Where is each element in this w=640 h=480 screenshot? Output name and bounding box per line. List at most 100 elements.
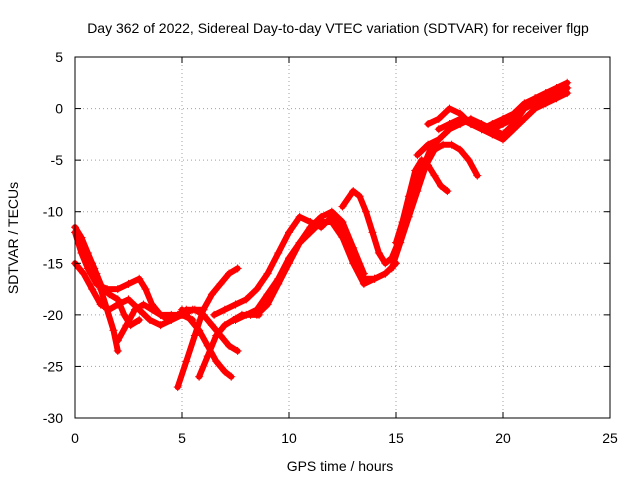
data-point: [368, 228, 377, 237]
y-tick-label: 5: [55, 49, 63, 65]
data-point: [145, 316, 154, 325]
data-point: [113, 336, 122, 345]
data-point: [295, 238, 304, 247]
data-point: [445, 120, 454, 129]
data-point: [274, 248, 283, 257]
data-point: [338, 202, 347, 211]
data-point: [105, 290, 114, 299]
series-arc-8: [178, 305, 236, 381]
data-point: [509, 114, 518, 123]
data-point: [124, 295, 133, 304]
x-tick-label: 25: [602, 430, 618, 446]
data-point: [103, 305, 112, 314]
data-point: [148, 305, 157, 314]
data-point: [225, 269, 234, 278]
series-arc-14: [392, 156, 452, 247]
data-point: [349, 259, 358, 268]
x-tick-label: 5: [178, 430, 186, 446]
y-tick-label: 0: [55, 101, 63, 117]
data-point: [113, 346, 122, 355]
data-point: [338, 233, 347, 242]
data-point: [98, 285, 107, 294]
y-tick-label: -5: [51, 152, 64, 168]
data-point: [541, 99, 550, 108]
data-point: [92, 269, 101, 278]
data-series: [71, 78, 572, 392]
data-point: [141, 285, 150, 294]
series-arc-6: [173, 264, 242, 392]
x-tick-label: 20: [495, 430, 511, 446]
data-point: [443, 187, 452, 196]
data-point: [207, 290, 216, 299]
data-point: [233, 264, 242, 273]
data-point: [306, 223, 315, 232]
data-point: [139, 300, 148, 309]
data-point: [404, 192, 413, 201]
chart-title: Day 362 of 2022, Sidereal Day-to-day VTE…: [87, 20, 589, 36]
data-point: [263, 300, 272, 309]
data-point: [464, 156, 473, 165]
data-point: [113, 285, 122, 294]
data-point: [135, 316, 144, 325]
data-point: [77, 233, 86, 242]
y-axis-label: SDTVAR / TECUs: [5, 182, 21, 294]
data-point: [233, 346, 242, 355]
data-point: [242, 295, 251, 304]
y-tick-label: -20: [43, 307, 63, 323]
y-tick-label: -15: [43, 255, 63, 271]
data-point: [130, 305, 139, 314]
data-point: [203, 341, 212, 350]
data-point: [362, 207, 371, 216]
data-point: [216, 279, 225, 288]
axis-ticks: 0 5 10 15 20 25 5 0 -5 -10 -15 -20 -25 -30: [43, 49, 618, 446]
data-point: [424, 120, 433, 129]
data-point: [113, 295, 122, 304]
data-point: [392, 238, 400, 247]
data-point: [295, 212, 304, 221]
data-point: [370, 274, 379, 283]
data-point: [477, 125, 486, 134]
data-point: [220, 367, 229, 376]
data-point: [413, 187, 422, 196]
data-point: [195, 326, 204, 335]
y-tick-label: -25: [43, 358, 63, 374]
data-point: [231, 316, 240, 325]
data-point: [509, 125, 518, 134]
data-point: [317, 212, 326, 221]
data-point: [381, 269, 390, 278]
data-point: [349, 187, 358, 196]
data-point: [338, 218, 347, 227]
data-point: [227, 372, 236, 381]
data-point: [220, 305, 229, 314]
y-tick-label: -10: [43, 204, 63, 220]
data-point: [439, 140, 448, 149]
data-point: [79, 269, 88, 278]
data-point: [252, 285, 261, 294]
data-point: [88, 285, 97, 294]
data-point: [327, 207, 336, 216]
data-point: [212, 331, 221, 340]
data-point: [531, 104, 540, 113]
data-point: [263, 269, 272, 278]
data-point: [120, 310, 129, 319]
data-point: [563, 83, 572, 92]
data-point: [212, 357, 221, 366]
data-point: [359, 279, 368, 288]
data-point: [520, 114, 529, 123]
data-point: [424, 140, 433, 149]
data-point: [327, 218, 336, 227]
data-point: [252, 310, 261, 319]
data-point: [447, 140, 456, 149]
data-point: [417, 156, 426, 165]
data-point: [434, 114, 443, 123]
x-tick-label: 15: [388, 430, 404, 446]
data-point: [220, 321, 229, 330]
data-point: [182, 357, 191, 366]
data-point: [473, 171, 482, 180]
data-point: [156, 321, 165, 330]
y-tick-label: -30: [43, 410, 63, 426]
data-point: [173, 310, 182, 319]
data-point: [190, 305, 199, 314]
series-arc-18: [488, 83, 572, 134]
